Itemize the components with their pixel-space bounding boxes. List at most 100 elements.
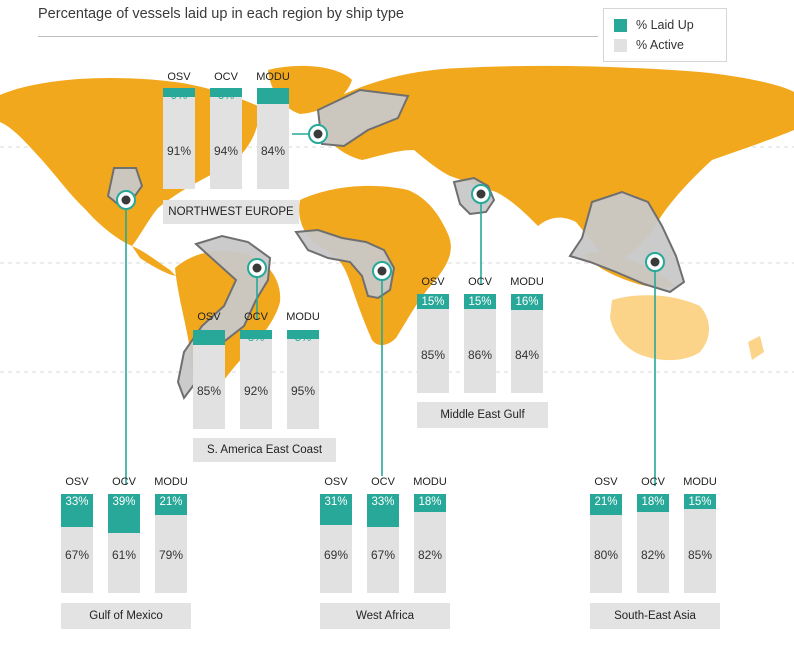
bar-modu: 15% 85% (684, 494, 716, 593)
laid-up-segment (417, 294, 449, 309)
active-value: 84% (260, 144, 286, 158)
active-value: 67% (370, 548, 396, 562)
laid-up-value: 33% (371, 496, 395, 508)
laid-up-value: 21% (159, 496, 183, 508)
laid-up-segment (155, 494, 187, 515)
region-label-middle-east-gulf: Middle East Gulf (417, 402, 548, 428)
bar-modu: 5% 95% (287, 330, 319, 429)
bar-modu: 21% 79% (155, 494, 187, 593)
laid-up-value: 16% (515, 296, 539, 308)
bar-osv: 15% 85% (417, 294, 449, 393)
region-markers (116, 124, 665, 281)
legend-swatch-active (614, 38, 627, 52)
ship-type-label-ocv: OCV (468, 276, 492, 288)
laid-up-segment (637, 494, 669, 512)
laid-up-segment (367, 494, 399, 527)
ship-type-label-ocv: OCV (641, 476, 665, 488)
laid-up-value: 5% (294, 332, 312, 344)
laid-up-segment (257, 88, 289, 104)
laid-up-value: 31% (324, 496, 348, 508)
bar-ocv: 39% 61% (108, 494, 140, 593)
ship-type-label-osv: OSV (421, 276, 445, 288)
active-value: 85% (687, 548, 713, 562)
ship-type-label-modu: MODU (154, 476, 188, 488)
region-label-west-africa: West Africa (320, 603, 450, 629)
laid-up-segment (414, 494, 446, 512)
laid-up-segment (163, 88, 195, 97)
active-value: 82% (417, 548, 443, 562)
laid-up-segment (320, 494, 352, 525)
laid-up-segment (193, 330, 225, 345)
laid-up-segment (511, 294, 543, 310)
laid-up-segment (108, 494, 140, 533)
ship-type-label-modu: MODU (413, 476, 447, 488)
active-value: 79% (158, 548, 184, 562)
bar-osv: 15% 85% (193, 330, 225, 429)
active-value: 80% (593, 548, 619, 562)
chart-title: Percentage of vessels laid up in each re… (38, 6, 404, 22)
bar-modu: 16% 84% (511, 294, 543, 393)
ship-type-label-modu: MODU (286, 311, 320, 323)
active-value: 85% (420, 348, 446, 362)
active-value: 91% (166, 144, 192, 158)
laid-up-value: 39% (112, 496, 136, 508)
oceania (610, 295, 764, 361)
active-value: 69% (323, 548, 349, 562)
laid-up-segment (684, 494, 716, 509)
legend-item-active: % Active (614, 38, 684, 52)
active-value: 92% (243, 384, 269, 398)
legend-item-laid-up: % Laid Up (614, 18, 694, 32)
bar-modu: 16% 84% (257, 88, 289, 189)
bar-osv: 9% 91% (163, 88, 195, 189)
bar-osv: 21% 80% (590, 494, 622, 593)
active-value: 86% (467, 348, 493, 362)
region-label-gulf-of-mexico: Gulf of Mexico (61, 603, 191, 629)
ship-type-label-ocv: OCV (371, 476, 395, 488)
active-value: 95% (290, 384, 316, 398)
bar-ocv: 18% 82% (637, 494, 669, 593)
ship-type-label-ocv: OCV (112, 476, 136, 488)
laid-up-value: 16% (261, 90, 285, 102)
laid-up-value: 21% (594, 496, 618, 508)
legend-swatch-laid-up (614, 18, 627, 32)
active-value: 61% (111, 548, 137, 562)
active-value: 94% (213, 144, 239, 158)
active-value: 84% (514, 348, 540, 362)
laid-up-segment (287, 330, 319, 339)
active-value: 85% (196, 384, 222, 398)
ship-type-label-osv: OSV (197, 311, 221, 323)
bar-ocv: 33% 67% (367, 494, 399, 593)
region-label-s-america-east-coast: S. America East Coast (193, 438, 336, 462)
bar-osv: 31% 69% (320, 494, 352, 593)
laid-up-value: 8% (247, 332, 265, 344)
region-label-south-east-asia: South-East Asia (590, 603, 720, 629)
bar-ocv: 8% 92% (240, 330, 272, 429)
laid-up-value: 15% (468, 296, 492, 308)
ship-type-label-osv: OSV (65, 476, 89, 488)
ship-type-label-modu: MODU (683, 476, 717, 488)
ship-type-label-ocv: OCV (244, 311, 268, 323)
title-divider (38, 36, 598, 37)
bar-ocv: 6% 94% (210, 88, 242, 189)
laid-up-segment (590, 494, 622, 515)
laid-up-segment (464, 294, 496, 309)
laid-up-value: 6% (217, 90, 235, 102)
active-value: 67% (64, 548, 90, 562)
bar-osv: 33% 67% (61, 494, 93, 593)
legend-label-laid-up: % Laid Up (636, 18, 694, 32)
leader-lines (125, 133, 656, 486)
laid-up-value: 18% (418, 496, 442, 508)
laid-up-value: 9% (170, 90, 188, 102)
legend-label-active: % Active (636, 38, 684, 52)
bar-ocv: 15% 86% (464, 294, 496, 393)
laid-up-segment (61, 494, 93, 527)
laid-up-value: 33% (65, 496, 89, 508)
laid-up-value: 15% (688, 496, 712, 508)
ship-type-label-osv: OSV (324, 476, 348, 488)
laid-up-value: 15% (421, 296, 445, 308)
active-value: 82% (640, 548, 666, 562)
ship-type-label-osv: OSV (594, 476, 618, 488)
ship-type-label-modu: MODU (510, 276, 544, 288)
region-label-northwest-europe: NORTHWEST EUROPE (163, 200, 299, 224)
ship-type-label-ocv: OCV (214, 71, 238, 83)
